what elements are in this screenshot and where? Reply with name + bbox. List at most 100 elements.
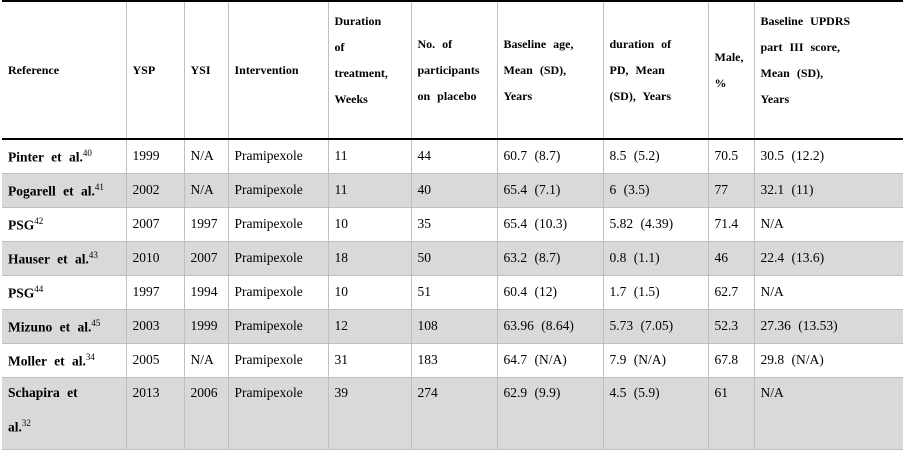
trials-table: Reference YSP YSI Intervention Duration o… (2, 0, 903, 450)
cell-age: 65.4 (10.3) (496, 207, 603, 242)
cell-intervention: Pramipexole (227, 275, 328, 310)
cell-ysi: 2006 (183, 377, 228, 450)
cell-ysi: N/A (183, 139, 228, 174)
cell-ysi: N/A (183, 343, 228, 378)
cell-updrs: 30.5 (12.2) (753, 139, 903, 174)
header-updrs: Baseline UPDRS part III score, Mean (SD), Y… (753, 1, 903, 140)
table-row: PSG44 1997 1994 Pramipexole 10 51 60.4 (… (2, 275, 903, 310)
cell-reference: Moller et al.34 (2, 343, 126, 378)
cell-male: 77 (707, 173, 754, 208)
table-row: Hauser et al.43 2010 2007 Pramipexole 18… (2, 241, 903, 276)
header-ysp: YSP (125, 1, 184, 140)
table-row: Moller et al.34 2005 N/A Pramipexole 31 … (2, 343, 903, 378)
cell-weeks: 11 (327, 139, 411, 174)
cell-reference: Pogarell et al.41 (2, 173, 126, 208)
table-row: Pogarell et al.41 2002 N/A Pramipexole 1… (2, 173, 903, 208)
cell-age: 64.7 (N/A) (496, 343, 603, 378)
cell-ysp: 2007 (125, 207, 184, 242)
cell-ysp: 2003 (125, 309, 184, 344)
cell-age: 60.7 (8.7) (496, 139, 603, 174)
cell-ysp: 2010 (125, 241, 184, 276)
cell-placebo: 50 (410, 241, 497, 276)
cell-pd: 5.73 (7.05) (602, 309, 708, 344)
cell-reference: Hauser et al.43 (2, 241, 126, 276)
cell-pd: 1.7 (1.5) (602, 275, 708, 310)
cell-updrs: 32.1 (11) (753, 173, 903, 208)
header-reference: Reference (2, 1, 126, 140)
cell-age: 63.96 (8.64) (496, 309, 603, 344)
header-intervention: Intervention (227, 1, 328, 140)
cell-intervention: Pramipexole (227, 377, 328, 450)
cell-intervention: Pramipexole (227, 309, 328, 344)
cell-intervention: Pramipexole (227, 241, 328, 276)
cell-updrs: N/A (753, 377, 903, 450)
cell-reference: PSG42 (2, 207, 126, 242)
cell-pd: 7.9 (N/A) (602, 343, 708, 378)
header-male: Male,% (707, 1, 754, 140)
cell-intervention: Pramipexole (227, 343, 328, 378)
cell-male: 70.5 (707, 139, 754, 174)
cell-weeks: 18 (327, 241, 411, 276)
cell-placebo: 35 (410, 207, 497, 242)
cell-ysp: 2013 (125, 377, 184, 450)
cell-pd: 4.5 (5.9) (602, 377, 708, 450)
cell-weeks: 10 (327, 275, 411, 310)
cell-updrs: 22.4 (13.6) (753, 241, 903, 276)
cell-ysp: 1997 (125, 275, 184, 310)
table-row: Pinter et al.40 1999 N/A Pramipexole 11 … (2, 139, 903, 174)
cell-reference: PSG44 (2, 275, 126, 310)
header-placebo: No. of participants on placebo (410, 1, 497, 140)
cell-reference: Schapira et al.32 (2, 377, 126, 450)
cell-pd: 5.82 (4.39) (602, 207, 708, 242)
cell-ysi: 1999 (183, 309, 228, 344)
table-row: PSG42 2007 1997 Pramipexole 10 35 65.4 (… (2, 207, 903, 242)
cell-reference: Pinter et al.40 (2, 139, 126, 174)
cell-weeks: 31 (327, 343, 411, 378)
cell-placebo: 183 (410, 343, 497, 378)
cell-placebo: 108 (410, 309, 497, 344)
cell-ysp: 1999 (125, 139, 184, 174)
cell-ysi: 2007 (183, 241, 228, 276)
cell-ysi: N/A (183, 173, 228, 208)
cell-pd: 0.8 (1.1) (602, 241, 708, 276)
cell-weeks: 12 (327, 309, 411, 344)
cell-pd: 8.5 (5.2) (602, 139, 708, 174)
cell-placebo: 44 (410, 139, 497, 174)
header-ysi: YSI (183, 1, 228, 140)
header-pd-duration: duration of PD, Mean (SD), Years (602, 1, 708, 140)
cell-reference: Mizuno et al.45 (2, 309, 126, 344)
cell-weeks: 10 (327, 207, 411, 242)
cell-age: 63.2 (8.7) (496, 241, 603, 276)
cell-age: 60.4 (12) (496, 275, 603, 310)
cell-age: 62.9 (9.9) (496, 377, 603, 450)
cell-updrs: N/A (753, 275, 903, 310)
cell-placebo: 274 (410, 377, 497, 450)
cell-ysp: 2005 (125, 343, 184, 378)
cell-ysi: 1997 (183, 207, 228, 242)
table-row: Schapira et al.32 2013 2006 Pramipexole … (2, 377, 903, 450)
cell-age: 65.4 (7.1) (496, 173, 603, 208)
header-row: Reference YSP YSI Intervention Duration o… (2, 1, 903, 140)
cell-updrs: 27.36 (13.53) (753, 309, 903, 344)
table-row: Mizuno et al.45 2003 1999 Pramipexole 12… (2, 309, 903, 344)
cell-placebo: 40 (410, 173, 497, 208)
cell-intervention: Pramipexole (227, 139, 328, 174)
cell-pd: 6 (3.5) (602, 173, 708, 208)
cell-placebo: 51 (410, 275, 497, 310)
cell-male: 61 (707, 377, 754, 450)
cell-male: 46 (707, 241, 754, 276)
cell-updrs: 29.8 (N/A) (753, 343, 903, 378)
cell-ysi: 1994 (183, 275, 228, 310)
cell-intervention: Pramipexole (227, 207, 328, 242)
cell-male: 62.7 (707, 275, 754, 310)
cell-updrs: N/A (753, 207, 903, 242)
cell-intervention: Pramipexole (227, 173, 328, 208)
cell-weeks: 11 (327, 173, 411, 208)
header-baseline-age: Baseline age, Mean (SD), Years (496, 1, 603, 140)
cell-weeks: 39 (327, 377, 411, 450)
cell-male: 67.8 (707, 343, 754, 378)
header-duration: Duration of treatment, Weeks (327, 1, 411, 140)
cell-male: 52.3 (707, 309, 754, 344)
cell-ysp: 2002 (125, 173, 184, 208)
cell-male: 71.4 (707, 207, 754, 242)
